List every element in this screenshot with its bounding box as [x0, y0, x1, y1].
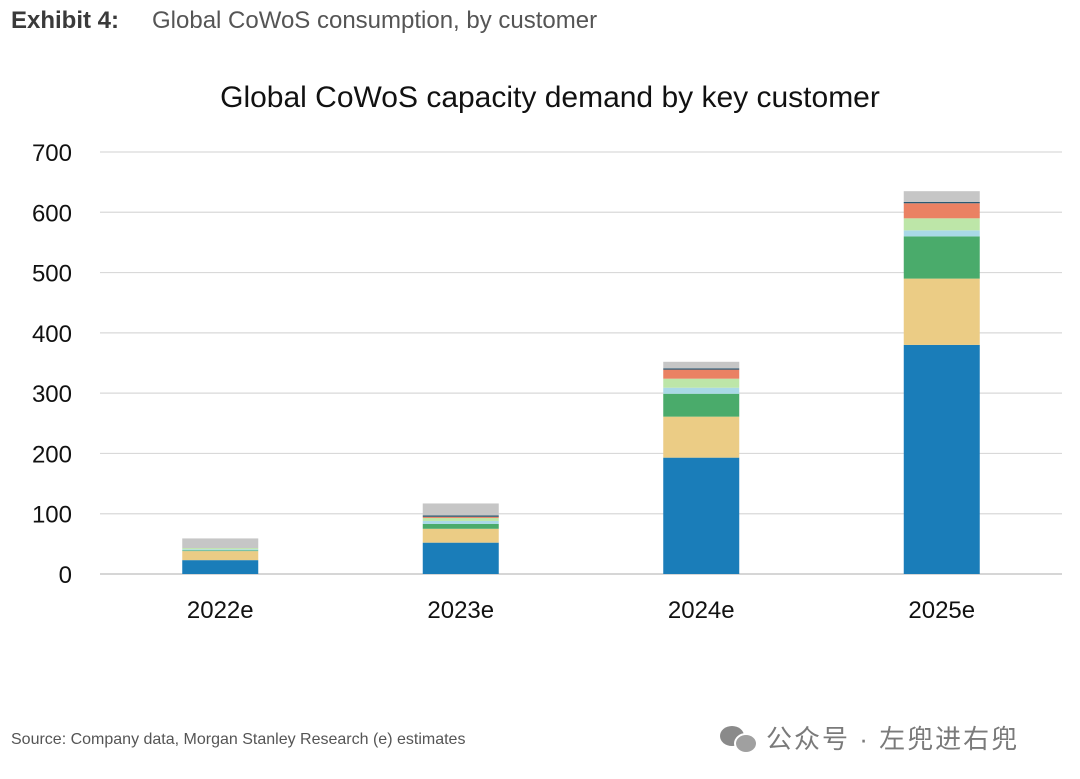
x-tick-label: 2024e	[668, 597, 735, 624]
exhibit-title: Global CoWoS consumption, by customer	[152, 7, 598, 34]
bar-segment-xilinx	[663, 387, 740, 394]
bar-segment-xilinx	[422, 520, 499, 524]
bar-segment-marvell	[903, 203, 980, 219]
source-note: Source: Company data, Morgan Stanley Res…	[11, 731, 466, 748]
exhibit-label: Exhibit 4:	[11, 7, 120, 34]
bar-segment-aws-alchip	[663, 378, 740, 388]
bar-segment-aws-alchip	[422, 517, 499, 521]
y-tick-label: 200	[32, 441, 72, 468]
bar-segment-amd	[903, 236, 980, 279]
bar-segment-broadcom	[422, 528, 499, 543]
bar-segment-aws-alchip	[903, 218, 980, 231]
bars	[182, 191, 980, 574]
legend-label-broadcom: Broadcom	[204, 658, 318, 660]
legend-label-xilinx: Xilinx	[448, 658, 508, 660]
y-tick-label: 0	[59, 562, 72, 589]
bar-segment-amd	[182, 550, 259, 552]
watermark: 公众号 · 左兜进右兜	[720, 719, 1019, 756]
bar-segment-xilinx	[903, 230, 980, 237]
legend-label-others: Others	[944, 658, 1019, 660]
y-tick-label: 600	[32, 200, 72, 227]
bar-segment-others	[182, 538, 259, 549]
legend: NVIDIA Broadcom AMD Xilinx AWS + Alchip Marve…	[84, 658, 1019, 660]
legend-label-guc: GUC	[852, 658, 908, 660]
bar-segment-guc	[422, 515, 499, 517]
gridlines	[100, 151, 1062, 575]
legend-label-aws-alchip: AWS + Alchip	[544, 658, 695, 660]
chart-title: Global CoWoS capacity demand by key cust…	[220, 81, 880, 114]
bar-segment-others	[903, 191, 980, 203]
bar-segment-amd	[663, 393, 740, 417]
y-tick-label: 400	[32, 321, 72, 348]
y-tick-label: 700	[32, 140, 72, 167]
x-axis-ticks: 2022e 2023e 2024e 2025e	[187, 597, 975, 624]
exhibit-header: Exhibit 4: Global CoWoS consumption, by …	[11, 7, 597, 35]
bar-segment-broadcom	[903, 278, 980, 345]
x-tick-label: 2022e	[187, 597, 254, 624]
y-axis-ticks: 0 100 200 300 400 500 600 700	[32, 140, 72, 589]
bar-segment-broadcom	[182, 551, 259, 561]
bar-segment-amd	[422, 523, 499, 529]
x-tick-label: 2023e	[427, 597, 494, 624]
y-tick-label: 100	[32, 502, 72, 529]
bar-segment-nvidia	[663, 457, 740, 574]
bar-segment-marvell	[663, 369, 740, 379]
bar-segment-others	[422, 503, 499, 516]
bar-segment-marvell	[422, 516, 499, 518]
bar-segment-nvidia	[422, 542, 499, 574]
bar-segment-others	[663, 361, 740, 369]
bar-segment-nvidia	[903, 344, 980, 574]
legend-label-marvell: Marvell	[734, 658, 815, 660]
bar-segment-xilinx	[182, 549, 259, 551]
x-tick-label: 2025e	[908, 597, 975, 624]
watermark-text: 公众号 · 左兜进右兜	[766, 724, 1020, 754]
stacked-bar-chart: Global CoWoS capacity demand by key cust…	[32, 81, 1062, 660]
legend-label-nvidia: NVIDIA	[84, 658, 168, 660]
bar-segment-broadcom	[663, 416, 740, 458]
bar-segment-aws-alchip	[182, 548, 259, 550]
y-tick-label: 500	[32, 261, 72, 288]
wechat-icon	[720, 724, 758, 754]
y-tick-label: 300	[32, 381, 72, 408]
bar-segment-nvidia	[182, 560, 259, 574]
bar-segment-guc	[663, 368, 740, 370]
bar-segment-guc	[903, 202, 980, 204]
legend-label-amd: AMD	[355, 658, 411, 660]
